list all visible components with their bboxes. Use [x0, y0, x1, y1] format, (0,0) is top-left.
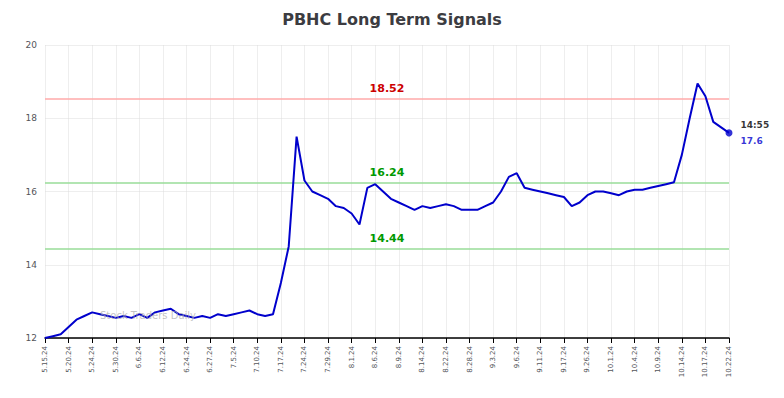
svg-text:9.17.24: 9.17.24	[560, 345, 568, 372]
svg-text:8.6.24: 8.6.24	[371, 345, 379, 368]
svg-text:10.4.24: 10.4.24	[631, 345, 639, 372]
svg-text:8.22.24: 8.22.24	[442, 345, 450, 372]
svg-text:10.14.24: 10.14.24	[678, 345, 686, 377]
svg-text:7.17.24: 7.17.24	[277, 345, 285, 372]
svg-text:Stock Traders Daily: Stock Traders Daily	[100, 310, 196, 321]
svg-text:8.28.24: 8.28.24	[466, 345, 474, 372]
svg-text:10.22.24: 10.22.24	[725, 345, 733, 377]
svg-text:16.24: 16.24	[370, 166, 405, 179]
svg-text:9.6.24: 9.6.24	[513, 345, 521, 368]
svg-text:14:55: 14:55	[741, 120, 770, 130]
svg-text:6.27.24: 6.27.24	[206, 345, 214, 372]
svg-text:8.1.24: 8.1.24	[348, 345, 356, 368]
svg-text:6.12.24: 6.12.24	[159, 345, 167, 372]
svg-text:7.10.24: 7.10.24	[253, 345, 261, 372]
svg-text:6.6.24: 6.6.24	[135, 345, 143, 368]
svg-text:PBHC Long Term Signals: PBHC Long Term Signals	[282, 10, 502, 29]
svg-text:5.24.24: 5.24.24	[88, 345, 96, 372]
svg-text:7.24.24: 7.24.24	[300, 345, 308, 372]
svg-text:10.9.24: 10.9.24	[654, 345, 662, 372]
svg-text:18.52: 18.52	[370, 82, 405, 95]
svg-text:8.14.24: 8.14.24	[418, 345, 426, 372]
svg-text:9.11.24: 9.11.24	[536, 345, 544, 372]
svg-text:10.17.24: 10.17.24	[701, 345, 709, 377]
svg-text:7.29.24: 7.29.24	[324, 345, 332, 372]
svg-text:20: 20	[26, 40, 38, 50]
svg-text:7.5.24: 7.5.24	[230, 345, 238, 368]
svg-text:18: 18	[26, 113, 38, 123]
svg-text:17.6: 17.6	[741, 136, 763, 146]
svg-text:12: 12	[26, 333, 37, 343]
svg-text:10.1.24: 10.1.24	[607, 345, 615, 372]
svg-text:5.20.24: 5.20.24	[65, 345, 73, 372]
svg-text:5.15.24: 5.15.24	[41, 345, 49, 372]
svg-text:8.9.24: 8.9.24	[395, 345, 403, 368]
svg-text:16: 16	[26, 187, 38, 197]
svg-text:14.44: 14.44	[370, 232, 405, 245]
svg-text:6.24.24: 6.24.24	[183, 345, 191, 372]
svg-text:9.3.24: 9.3.24	[489, 345, 497, 368]
svg-text:9.26.24: 9.26.24	[583, 345, 591, 372]
svg-text:14: 14	[26, 260, 38, 270]
svg-text:5.30.24: 5.30.24	[112, 345, 120, 372]
